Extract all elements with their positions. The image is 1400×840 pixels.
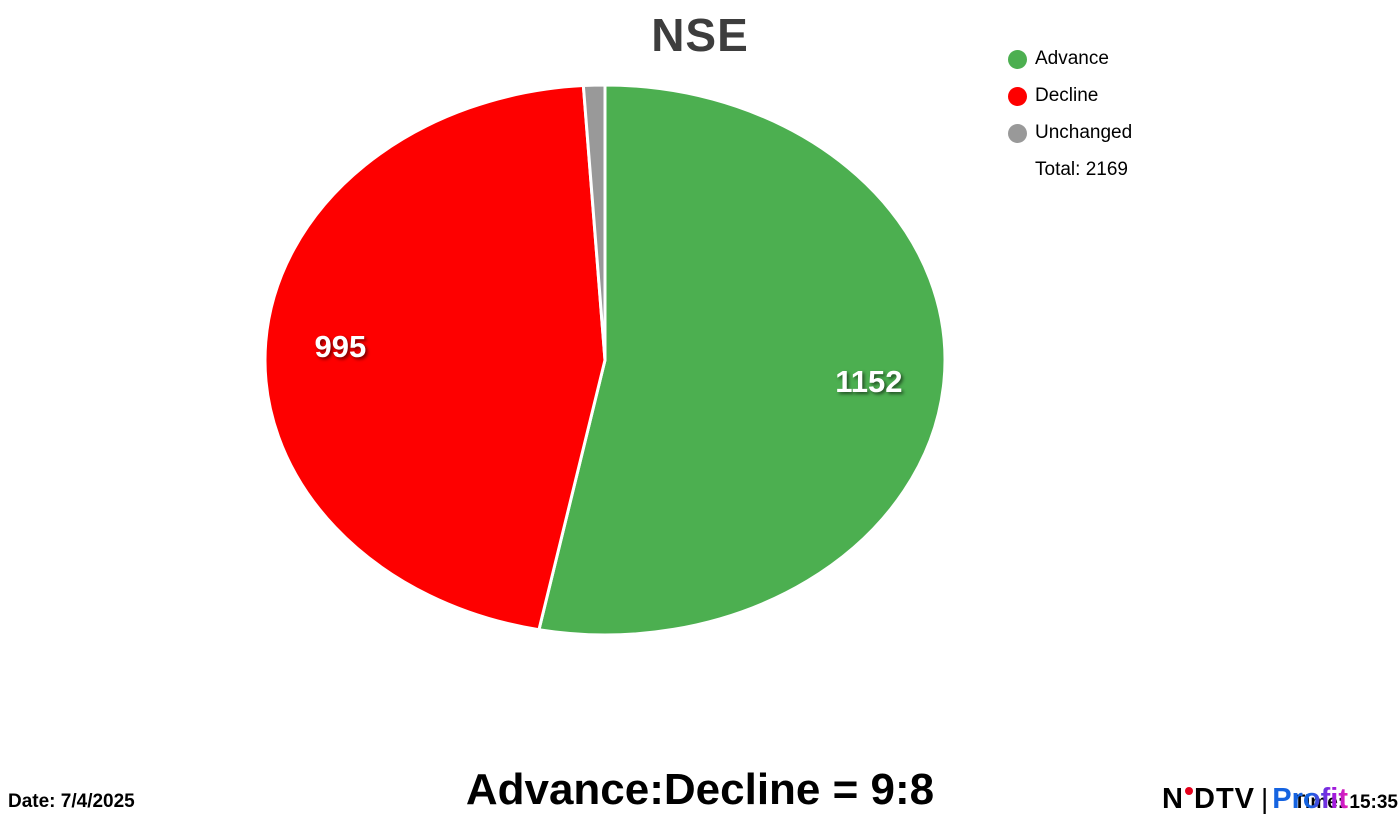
ndtv-profit-logo: N DTV | Profit (1162, 783, 1348, 816)
profit-wordmark: Profit (1272, 783, 1348, 815)
ndtv-wordmark: N DTV (1162, 783, 1255, 815)
legend-swatch-icon (1008, 49, 1027, 69)
legend: Advance Decline Unchanged Total: 2169 (1008, 48, 1132, 181)
legend-rows: Advance Decline Unchanged (1008, 48, 1132, 144)
legend-item-unchanged: Unchanged (1008, 122, 1132, 144)
ndtv-red-dot-icon (1185, 787, 1193, 795)
pie-slice-unchanged (581, 83, 607, 362)
slice-value-label-advance: 1152 (835, 364, 902, 399)
date-label: Date: 7/4/2025 (8, 791, 135, 812)
logo-separator: | (1261, 783, 1269, 814)
advance-decline-ratio-label: Advance:Decline = 9:8 (465, 765, 935, 814)
ndtv-letters-dtv: DTV (1194, 783, 1255, 815)
ndtv-letter-n: N (1162, 783, 1184, 815)
chart-title: NSE (651, 9, 749, 61)
legend-label: Unchanged (1035, 122, 1133, 143)
legend-item-decline: Decline (1008, 85, 1132, 107)
legend-total: Total: 2169 (1035, 159, 1128, 180)
legend-label: Decline (1035, 85, 1099, 106)
pie-slice-advance (537, 83, 947, 637)
legend-item-advance: Advance (1008, 48, 1132, 70)
slice-value-label-decline: 995 (315, 329, 367, 364)
legend-swatch-icon (1008, 86, 1027, 106)
legend-label: Advance (1035, 48, 1109, 69)
legend-swatch-icon (1008, 123, 1027, 143)
time-label: Time: 15:35 (1294, 792, 1398, 813)
pie-slice-decline (263, 84, 607, 632)
